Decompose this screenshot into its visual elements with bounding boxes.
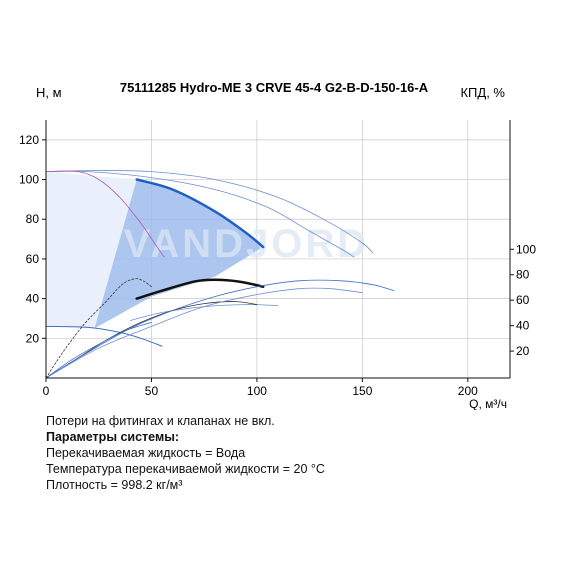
curve-efficiency-left — [45, 278, 152, 379]
y-left-tick-label: 20 — [26, 331, 40, 345]
curve-efficiency-wide — [45, 279, 395, 379]
y-left-tick-label: 60 — [26, 252, 40, 266]
note-fittings-losses: Потери на фитингах и клапанах не вкл. — [46, 414, 275, 428]
pump-curve-chart: 75111285 Hydro-ME 3 CRVE 45-4 G2-B-D-150… — [19, 80, 536, 410]
y-left-tick-label: 100 — [19, 173, 39, 187]
note-density: Плотность = 998.2 кг/м³ — [46, 478, 183, 492]
y-left-tick-label: 120 — [19, 133, 39, 147]
y-axis-right-label: КПД, % — [460, 85, 505, 100]
operating-fan-area — [46, 171, 137, 329]
curve-head-power-limit — [45, 170, 165, 258]
y-left-tick-label: 80 — [26, 212, 40, 226]
watermark-text: VANDJORD — [124, 222, 370, 266]
x-axis-label: Q, м³/ч — [469, 397, 507, 410]
y-right-tick-label: 100 — [516, 242, 536, 256]
curve-head-selected — [135, 178, 265, 249]
note-system-params-heading: Параметры системы: — [46, 430, 180, 444]
x-tick-label: 100 — [247, 384, 267, 398]
note-temperature: Температура перекачиваемой жидкости = 20… — [46, 462, 325, 476]
y-right-tick-label: 60 — [516, 293, 530, 307]
x-tick-label: 200 — [458, 384, 478, 398]
curve-head-mid — [45, 170, 355, 258]
x-tick-label: 50 — [145, 384, 159, 398]
y-right-tick-label: 80 — [516, 268, 530, 282]
y-axis-left-label: H, м — [36, 85, 62, 100]
curve-efficiency-selected — [135, 278, 265, 300]
x-tick-label: 0 — [43, 384, 50, 398]
y-right-tick-label: 40 — [516, 319, 530, 333]
note-fluid: Перекачиваемая жидкость = Вода — [46, 446, 246, 460]
chart-title: 75111285 Hydro-ME 3 CRVE 45-4 G2-B-D-150… — [120, 80, 429, 95]
x-tick-label: 150 — [352, 384, 372, 398]
curve-efficiency-bottom — [45, 322, 152, 379]
notes-block: Потери на фитингах и клапанах не вкл. Па… — [46, 413, 325, 493]
curve-efficiency-wide-2 — [45, 287, 363, 379]
curve-head-max — [45, 170, 374, 254]
y-left-tick-label: 40 — [26, 292, 40, 306]
y-right-tick-label: 20 — [516, 344, 530, 358]
